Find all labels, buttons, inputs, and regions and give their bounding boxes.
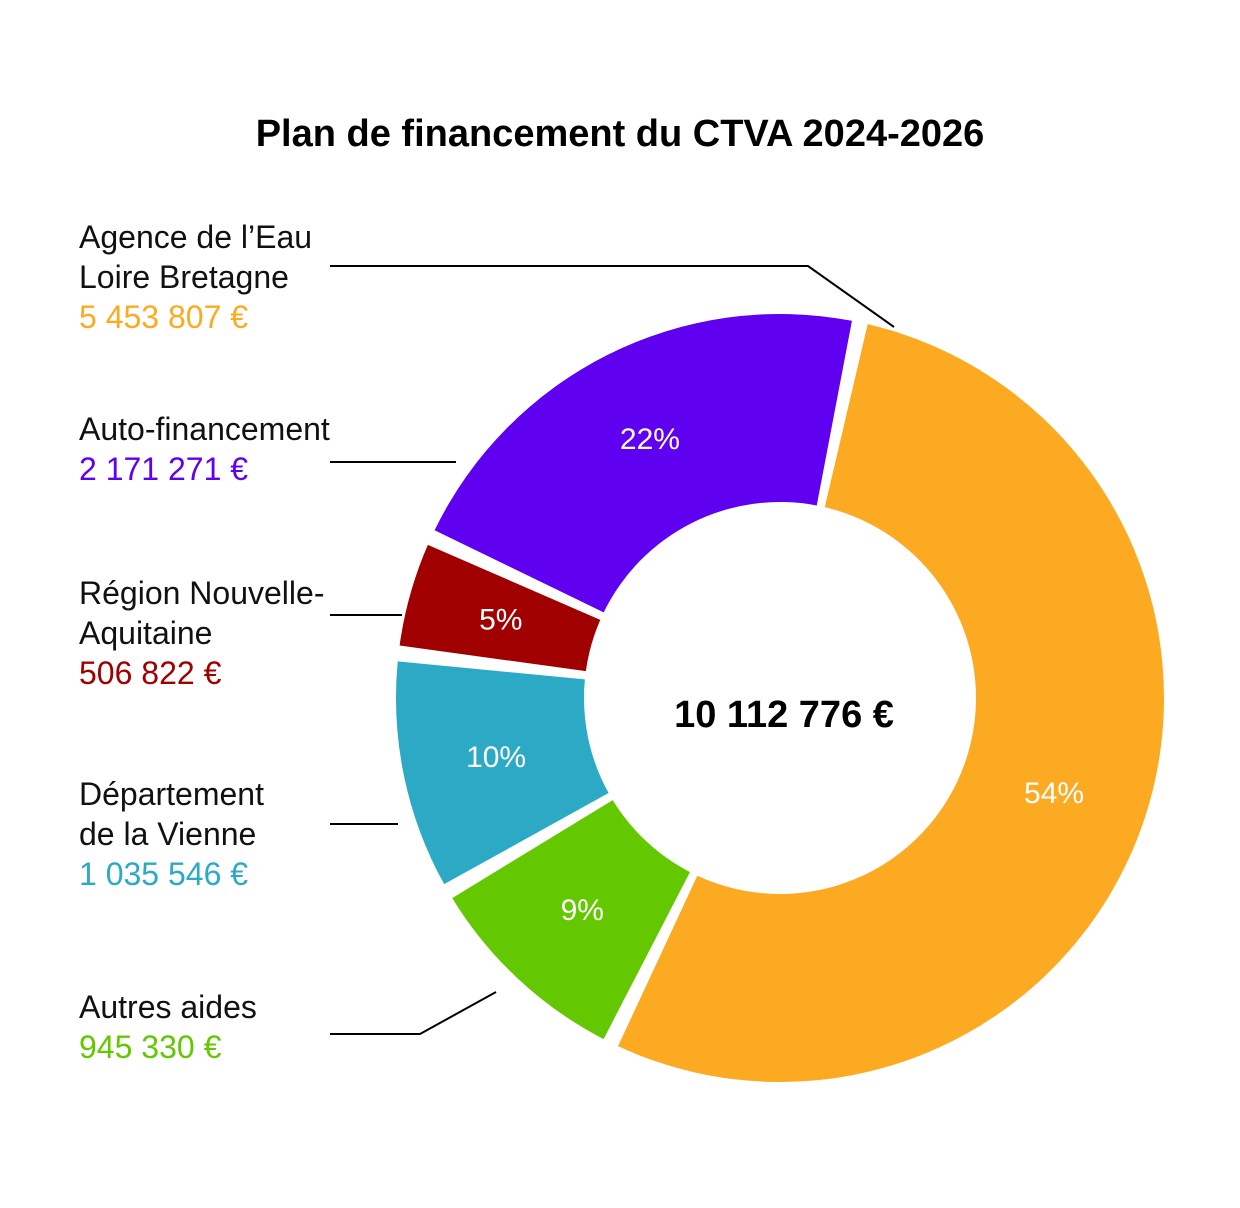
slice-3 — [396, 661, 609, 885]
slice-label-3-line-1: Département — [79, 776, 264, 812]
slice-label-3-line-2: de la Vienne — [79, 816, 256, 852]
slice-5 — [434, 314, 852, 613]
percent-label-2: 9% — [561, 894, 604, 927]
leader-line-2 — [330, 991, 497, 1035]
percent-label-5: 22% — [620, 423, 680, 456]
slice-1 — [618, 324, 1164, 1082]
slice-label-4-line-1: Région Nouvelle- — [79, 575, 324, 611]
percent-label-1: 54% — [1024, 777, 1084, 810]
slice-amount-5: 2 171 271 € — [79, 451, 248, 487]
slice-label-1-line-2: Loire Bretagne — [79, 259, 289, 295]
percent-labels: 54% 9% 10% 5% 22% — [466, 423, 1084, 927]
slice-amount-3: 1 035 546 € — [79, 856, 248, 892]
slice-4 — [399, 544, 601, 672]
slice-label-2-line-1: Autres aides — [79, 989, 257, 1025]
slice-label-1-line-1: Agence de l’Eau — [79, 219, 312, 255]
leader-line-1 — [330, 265, 895, 328]
center-total: 10 112 776 € — [674, 694, 894, 736]
donut-slices — [396, 314, 1164, 1082]
slice-label-4-line-2: Aquitaine — [79, 615, 212, 651]
percent-label-3: 10% — [466, 741, 526, 774]
slice-amount-4: 506 822 € — [79, 655, 222, 691]
chart-title: Plan de financement du CTVA 2024-2026 — [256, 113, 985, 155]
slice-amount-2: 945 330 € — [79, 1029, 222, 1065]
slice-2 — [452, 800, 690, 1040]
percent-label-4: 5% — [479, 604, 522, 637]
slice-label-5-line-1: Auto-financement — [79, 411, 330, 447]
leader-lines — [330, 265, 895, 1035]
slice-amount-1: 5 453 807 € — [79, 299, 248, 335]
slice-labels: Agence de l’Eau Loire Bretagne 5 453 807 €… — [79, 219, 330, 1065]
